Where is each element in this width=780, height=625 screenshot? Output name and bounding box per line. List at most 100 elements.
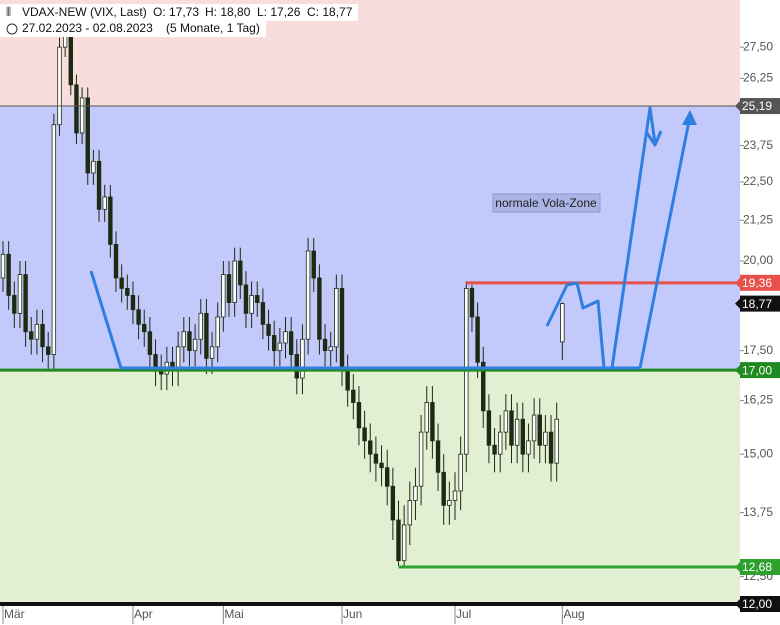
drawn-line xyxy=(545,281,606,369)
candle-body xyxy=(526,440,531,455)
x-tick-label: Jun xyxy=(343,607,362,621)
candle-body xyxy=(221,274,226,318)
level-label: 25,19 xyxy=(742,99,772,113)
candle-body xyxy=(481,361,486,412)
candle-body xyxy=(91,160,96,174)
candle-body xyxy=(351,389,356,403)
candle-body xyxy=(475,316,480,363)
candle-body xyxy=(243,284,249,314)
candle-body xyxy=(509,410,514,446)
candle-body xyxy=(520,418,525,455)
candle-body xyxy=(260,302,266,325)
candle-body xyxy=(12,295,17,314)
x-tick-label: Apr xyxy=(134,607,153,621)
candle-body xyxy=(334,287,339,348)
candle-body xyxy=(322,338,328,352)
candles xyxy=(0,13,565,566)
level-label-tip xyxy=(735,101,740,112)
candle-body xyxy=(531,414,537,442)
arrow-head xyxy=(645,130,663,147)
candle-body xyxy=(514,418,520,446)
candle-body xyxy=(305,250,311,340)
candle-body xyxy=(108,196,113,245)
candle-body xyxy=(424,402,429,433)
level-label: 18,77 xyxy=(742,297,772,311)
candle-body xyxy=(396,519,401,562)
candle-body xyxy=(497,431,503,455)
candle-body xyxy=(492,444,497,455)
candle-body xyxy=(418,431,424,487)
clock-icon xyxy=(6,23,18,35)
header-box xyxy=(0,20,266,37)
candle-body xyxy=(339,287,345,371)
candle-body xyxy=(102,196,107,210)
levels: 25,19 19,36 18,77 17,00 12,68 12,00 xyxy=(0,98,780,612)
annotation-box xyxy=(492,193,601,213)
candle-body xyxy=(401,524,407,562)
candle-body xyxy=(23,274,28,333)
candle-body xyxy=(142,323,147,333)
candle-body xyxy=(266,323,271,336)
level-label: 12,68 xyxy=(742,560,772,574)
candle-body xyxy=(96,160,102,210)
candle-body xyxy=(300,338,305,379)
level-label-bg xyxy=(740,295,780,312)
candle-body xyxy=(0,253,6,279)
candle-body xyxy=(40,323,45,348)
candle-body xyxy=(373,453,379,464)
candle-body xyxy=(57,46,62,126)
candle-body xyxy=(548,431,554,464)
y-tick-label: 27,50 xyxy=(743,39,773,53)
candle-body xyxy=(125,287,130,296)
candle-body xyxy=(85,97,90,174)
trend-drawing xyxy=(89,106,697,370)
candle-body xyxy=(17,274,23,314)
chart-title: VDAX-NEW (VIX, Last) xyxy=(22,5,147,19)
candle-body xyxy=(486,410,492,446)
candle-body xyxy=(384,467,390,487)
header-box xyxy=(0,4,358,21)
candle-body xyxy=(130,295,136,311)
candle-body xyxy=(34,323,40,340)
candle-body xyxy=(255,295,260,303)
candle-body xyxy=(119,277,124,289)
candle-body xyxy=(311,250,316,279)
candle-body xyxy=(469,287,475,318)
candle-body xyxy=(407,500,412,526)
candle-body xyxy=(209,346,215,359)
y-tick-label: 23,75 xyxy=(743,138,773,152)
candle-body xyxy=(328,346,333,352)
candle-body xyxy=(6,253,11,296)
candle-body xyxy=(441,471,446,506)
level-label-tip xyxy=(735,365,740,376)
axis-layer: 27,50 26,25 23,75 22,50 21,25 20,00 17,50 16,25… xyxy=(2,39,773,624)
y-tick-label: 26,25 xyxy=(743,71,773,85)
candle-body xyxy=(192,338,198,352)
candle-body xyxy=(136,309,141,325)
candle-body xyxy=(430,402,435,442)
level-label-bg xyxy=(740,362,780,379)
candle-body xyxy=(198,312,203,340)
chart-icon: ⫴ xyxy=(6,5,11,19)
level-label-tip xyxy=(735,561,740,572)
date-range: 27.02.2023 - 02.08.2023 xyxy=(22,21,153,35)
ohlc-close: C: 18,77 xyxy=(307,5,353,19)
level-label-tip xyxy=(735,599,740,609)
candle-body xyxy=(46,346,51,355)
level-label: 12,00 xyxy=(742,597,772,611)
level-label-bg xyxy=(740,558,780,575)
candle-body xyxy=(277,342,283,352)
candle-body xyxy=(271,335,277,352)
y-tick-label: 22,50 xyxy=(743,174,773,188)
level-label-bg xyxy=(740,274,780,291)
time-axis-bg xyxy=(0,604,780,625)
candle-body xyxy=(74,84,79,134)
candle-body xyxy=(51,124,57,355)
candle-body xyxy=(215,316,220,348)
candle-body xyxy=(29,331,34,340)
date-span: (5 Monate, 1 Tag) xyxy=(166,21,260,35)
y-tick-label: 21,25 xyxy=(743,212,773,226)
candle-body xyxy=(368,440,373,455)
